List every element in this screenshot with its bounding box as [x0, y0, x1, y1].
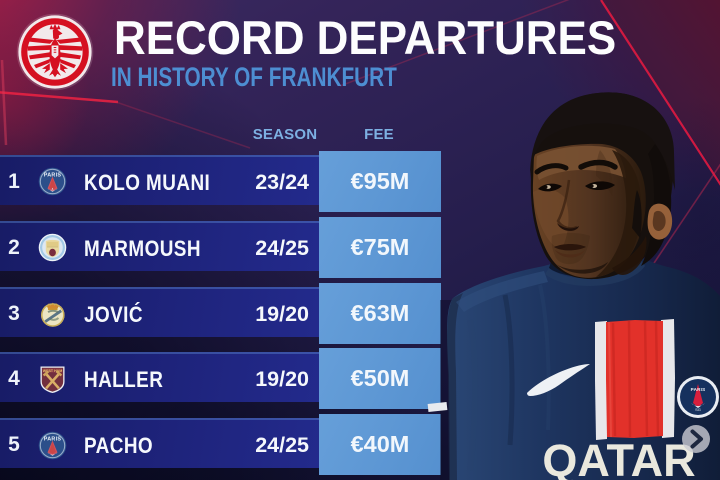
svg-text:▲: ▲ — [51, 186, 54, 190]
svg-text:QATAR: QATAR — [542, 435, 695, 480]
svg-text:SG: SG — [695, 407, 701, 412]
svg-text:PARIS: PARIS — [44, 436, 62, 442]
svg-text:PARIS: PARIS — [44, 172, 62, 178]
svg-text:WEST HAM: WEST HAM — [43, 369, 63, 373]
svg-text:PARIS: PARIS — [691, 387, 706, 392]
